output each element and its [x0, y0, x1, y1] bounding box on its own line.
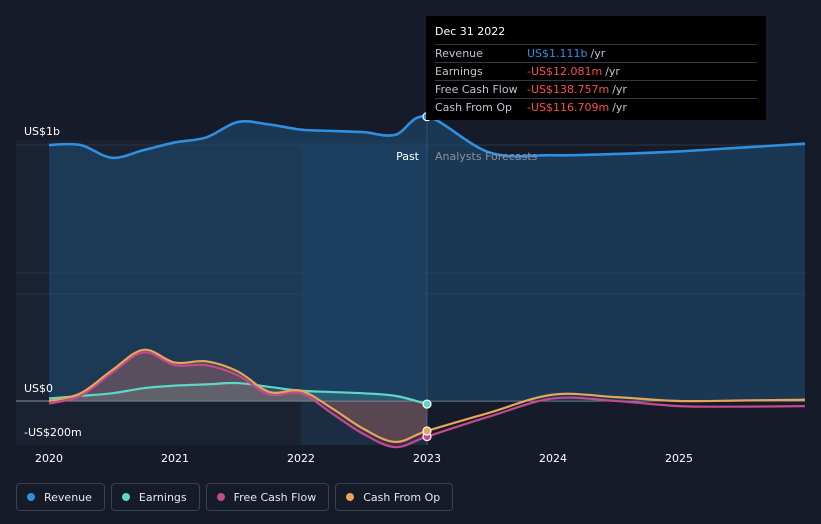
- tooltip-value: -US$138.757m: [527, 83, 610, 96]
- x-tick-label: 2022: [287, 452, 315, 465]
- chart: US$1b US$0 -US$200m 2020 2021 2022 2023 2024 202…: [16, 111, 806, 465]
- x-tick-label: 2023: [413, 452, 441, 465]
- x-tick-label: 2020: [35, 452, 63, 465]
- tooltip-row-free-cash-flow: Free Cash Flow -US$138.757m /yr: [435, 80, 757, 98]
- earnings-marker: [422, 399, 432, 409]
- legend-dot-icon: [346, 493, 355, 501]
- legend-item-earnings[interactable]: Earnings: [110, 483, 200, 511]
- revenue-area: [49, 116, 805, 401]
- earnings-line: [48, 381, 428, 406]
- y-tick-label: US$1b: [24, 125, 60, 138]
- tooltip: Dec 31 2022 Revenue US$1.111b /yr Earnin…: [426, 16, 766, 120]
- tooltip-unit: /yr: [612, 83, 627, 96]
- x-tick-label: 2021: [161, 452, 189, 465]
- tooltip-value: -US$116.709m: [527, 101, 610, 114]
- legend-dot-icon: [121, 493, 130, 501]
- free-cash-flow-line: [48, 351, 806, 449]
- tooltip-row-earnings: Earnings -US$12.081m /yr: [435, 62, 757, 80]
- revenue-line: [48, 115, 806, 160]
- legend-label: Earnings: [138, 490, 187, 504]
- tooltip-label: Revenue: [435, 47, 483, 60]
- tooltip-unit: /yr: [605, 65, 620, 78]
- tooltip-row-cash-from-op: Cash From Op -US$116.709m /yr: [435, 98, 757, 116]
- legend-item-cash-from-op[interactable]: Cash From Op: [335, 483, 454, 511]
- tooltip-date: Dec 31 2022: [435, 25, 506, 38]
- tooltip-value: -US$12.081m: [527, 65, 603, 78]
- legend-dot-icon: [27, 493, 35, 501]
- legend-item-free-cash-flow[interactable]: Free Cash Flow: [205, 483, 330, 511]
- tooltip-row-revenue: Revenue US$1.111b /yr: [435, 44, 757, 62]
- legend-label: Cash From Op: [363, 490, 441, 504]
- legend-dot-icon: [216, 493, 225, 501]
- tooltip-unit: /yr: [590, 47, 606, 60]
- x-tick-label: 2024: [539, 452, 567, 465]
- forecast-label: Analysts Forecasts: [435, 150, 538, 163]
- x-tick-label: 2025: [665, 452, 693, 465]
- tooltip-label: Cash From Op: [435, 101, 513, 114]
- tooltip-unit: /yr: [612, 101, 627, 114]
- cash-from-op-marker: [422, 426, 432, 436]
- y-tick-label: US$0: [24, 382, 53, 395]
- free-cash-flow-area: [49, 352, 427, 448]
- tooltip-label: Earnings: [435, 65, 483, 78]
- legend-label: Revenue: [44, 490, 92, 504]
- legend: Revenue Earnings Free Cash Flow Cash Fro…: [16, 483, 454, 513]
- tooltip-label: Free Cash Flow: [435, 83, 518, 96]
- y-tick-label: -US$200m: [24, 426, 82, 439]
- cash-from-op-line: [48, 348, 806, 444]
- cash-from-op-area: [49, 349, 427, 442]
- past-label: Past: [396, 150, 420, 163]
- tooltip-value: US$1.111b: [527, 47, 588, 60]
- legend-item-revenue[interactable]: Revenue: [16, 483, 105, 511]
- legend-label: Free Cash Flow: [233, 490, 317, 504]
